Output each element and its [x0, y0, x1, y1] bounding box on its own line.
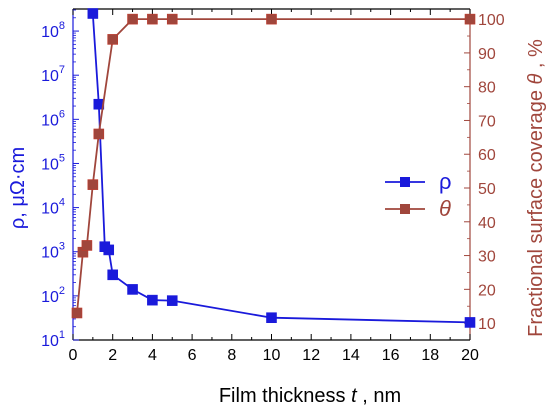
y-left-tick-base: 10 — [41, 201, 59, 218]
y-left-tick-label: 105 — [41, 152, 65, 173]
legend: ρθ — [385, 169, 452, 221]
y-left-tick-label: 104 — [41, 197, 65, 218]
data-point — [166, 13, 178, 25]
y-axis-right-title: Fractional surface coverage θ , % — [525, 39, 547, 337]
y-axis-right: 10 20 30 40 50 60 70 80 90 100 — [464, 12, 505, 333]
y-left-tick-base: 10 — [41, 156, 59, 173]
data-point — [71, 307, 83, 319]
data-point — [266, 13, 277, 25]
y-left-tick-label: 101 — [41, 329, 65, 350]
x-axis: 0 2 4 6 8 10 12 14 16 18 20 — [69, 9, 479, 364]
series-layer — [71, 8, 476, 328]
x-tick-label: 8 — [227, 347, 236, 364]
x-tick-label: 0 — [69, 347, 78, 364]
y-right-tick-label: 90 — [478, 46, 496, 63]
y-axis-right-title-var: θ — [525, 73, 547, 84]
legend-marker-theta — [400, 204, 410, 214]
x-tick-label: 4 — [148, 347, 157, 364]
y-right-tick-label: 100 — [478, 12, 505, 29]
x-tick-label: 14 — [342, 347, 360, 364]
data-point — [103, 244, 115, 256]
data-point — [166, 295, 178, 306]
data-point — [87, 179, 99, 190]
y-right-tick-label: 40 — [478, 215, 496, 232]
y-right-tick-label: 10 — [478, 316, 496, 333]
y-left-tick-exp: 4 — [59, 197, 65, 209]
series-line — [91, 13, 471, 324]
data-point — [464, 317, 476, 328]
legend-marker-rho — [400, 177, 410, 187]
y-left-tick-label: 102 — [41, 285, 65, 306]
y-right-tick-label: 80 — [478, 80, 496, 97]
y-left-tick-label: 106 — [41, 108, 65, 129]
y-axis-left-title: ρ, μΩ·cm — [7, 147, 29, 229]
data-point — [127, 13, 138, 25]
y-left-tick-label: 107 — [41, 64, 65, 85]
y-left-tick-base: 10 — [41, 245, 59, 262]
y-left-tick-base: 10 — [41, 24, 59, 41]
data-point — [147, 294, 158, 306]
y-axis-right-title-unit: , % — [525, 39, 547, 68]
y-right-tick-label: 30 — [478, 249, 496, 266]
y-left-tick-exp: 5 — [59, 152, 65, 164]
x-tick-label: 16 — [382, 347, 400, 364]
legend-label-theta: θ — [439, 196, 451, 221]
legend-label-rho: ρ — [439, 169, 452, 194]
x-axis-title-var: t — [351, 385, 358, 407]
x-tick-label: 2 — [108, 347, 117, 364]
y-right-tick-label: 20 — [478, 282, 496, 299]
data-point — [81, 240, 93, 251]
x-axis-title-unit: , nm — [362, 385, 401, 407]
y-left-tick-label: 108 — [41, 20, 65, 41]
y-left-tick-exp: 7 — [59, 64, 65, 76]
y-left-tick-exp: 1 — [59, 329, 65, 341]
y-left-tick-base: 10 — [41, 68, 59, 85]
x-tick-label: 6 — [188, 347, 197, 364]
x-tick-label: 12 — [302, 347, 320, 364]
series-theta — [71, 13, 476, 319]
x-tick-label: 20 — [461, 347, 479, 364]
y-right-tick-label: 50 — [478, 181, 496, 198]
y-left-tick-exp: 8 — [59, 20, 65, 32]
data-point — [127, 284, 138, 295]
data-point — [266, 312, 277, 324]
data-point — [107, 34, 118, 45]
y-left-tick-base: 10 — [41, 333, 59, 350]
series-line — [76, 18, 470, 314]
data-point — [147, 13, 158, 25]
x-tick-label: 18 — [421, 347, 439, 364]
data-point — [93, 128, 105, 140]
data-point — [107, 269, 118, 281]
y-left-tick-exp: 3 — [59, 241, 65, 253]
data-point — [87, 8, 99, 19]
y-left-tick-label: 103 — [41, 241, 65, 262]
y-left-tick-base: 10 — [41, 112, 59, 129]
series-rho — [87, 8, 476, 328]
y-left-tick-base: 10 — [41, 289, 59, 306]
y-left-tick-exp: 6 — [59, 108, 65, 120]
y-right-tick-label: 60 — [478, 147, 496, 164]
x-axis-title-text: Film thickness — [219, 385, 346, 407]
y-right-tick-label: 70 — [478, 113, 496, 130]
y-left-tick-exp: 2 — [59, 285, 65, 297]
y-axis-right-title-text: Fractional surface coverage — [525, 84, 547, 336]
data-point — [464, 13, 476, 25]
x-axis-title: Film thickness t , nm — [219, 385, 401, 407]
x-tick-label: 10 — [263, 347, 281, 364]
